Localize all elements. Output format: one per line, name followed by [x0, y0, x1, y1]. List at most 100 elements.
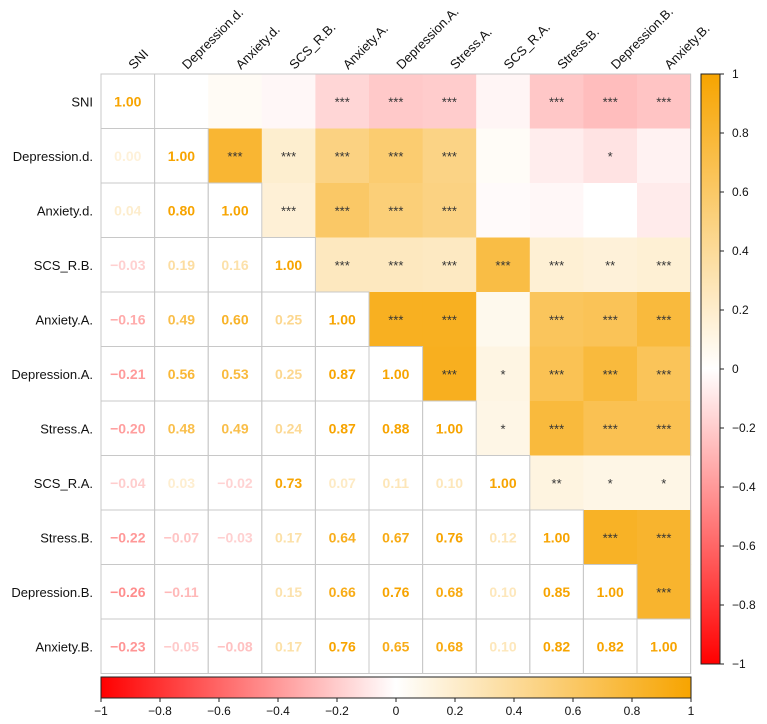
coefficient-label-0-0: 1.00 [114, 93, 141, 109]
heatmap-cell-8-10 [637, 510, 692, 565]
coefficient-cell-9-6 [422, 564, 477, 619]
heatmap-cell-0-7 [476, 74, 531, 129]
coefficient-cell-8-4 [315, 510, 369, 565]
heatmap-cell-1-5 [369, 128, 424, 184]
row-label-scs-r-a: SCS_R.A. [34, 476, 93, 491]
significance-stars-8-10: *** [656, 530, 671, 545]
significance-stars-3-8: *** [549, 258, 564, 273]
heatmap-cell-3-8 [529, 237, 584, 293]
colorbar-right-tick-label: −0.6 [732, 539, 756, 553]
heatmap-cell-1-8 [529, 128, 584, 184]
heatmap-cell-7-10 [637, 455, 692, 511]
colorbar-right-tick-label: 0.6 [732, 185, 749, 199]
heatmap-cell-4-7 [476, 292, 531, 347]
row-label-anxiety-a: Anxiety.A. [35, 312, 93, 327]
significance-stars-7-8: ** [552, 476, 562, 491]
coefficient-cell-5-0 [101, 346, 155, 401]
significance-stars-9-10: *** [656, 585, 671, 600]
column-labels: SNI Depression.d.Anxiety.d. SCS_R.B. Anxiet… [125, 4, 712, 72]
significance-stars-8-9: *** [603, 530, 618, 545]
colorbar-bottom-tick-label: 1 [688, 704, 695, 718]
colorbar-right-tick-label: 0 [732, 362, 739, 376]
heatmap-cell-1-9 [583, 128, 638, 184]
column-label-scs-r-a: SCS_R.A. [501, 20, 554, 73]
coefficient-cell-10-10 [637, 619, 691, 674]
coefficient-label-8-4: 0.64 [329, 529, 356, 545]
coefficient-cell-8-8 [529, 510, 584, 565]
coefficient-label-9-0: −0.26 [110, 584, 146, 600]
significance-stars-5-7: * [500, 367, 505, 382]
heatmap-cell-0-1 [154, 74, 209, 129]
coefficient-label-7-2: −0.02 [217, 475, 253, 491]
heatmap-cell-2-9 [583, 183, 638, 238]
column-label-anxiety-d: Anxiety.d. [233, 22, 283, 72]
coefficient-label-4-4: 1.00 [329, 311, 356, 327]
colorbar-right-tick-label: 0.4 [732, 244, 749, 258]
heatmap-cell-6-9 [583, 401, 638, 456]
heatmap-cell-8-9 [583, 510, 638, 565]
coefficient-cell-4-0 [101, 292, 155, 347]
coefficient-cell-8-6 [422, 510, 477, 565]
coefficient-cell-10-0 [101, 619, 155, 674]
heatmap-cell-4-8 [529, 292, 584, 347]
heatmap-border [100, 73, 692, 674]
heatmap-cell-9-10 [637, 564, 692, 620]
coefficient-cell-8-7 [476, 510, 530, 565]
heatmap-cell-4-6 [422, 292, 477, 347]
row-labels: SNI Depression.d. Anxiety.d. SCS_R.B. Anxiet… [11, 94, 93, 654]
colorbar-bottom-tick-label: 0 [393, 704, 400, 718]
coefficient-cell-10-9 [583, 619, 637, 674]
coefficient-label-10-9: 0.82 [597, 638, 624, 654]
coefficient-label-6-6: 1.00 [436, 420, 463, 436]
heatmap-cell-3-6 [422, 237, 477, 293]
coefficient-label-7-4: 0.07 [329, 475, 356, 491]
heatmap-cell-1-7 [476, 128, 531, 184]
coefficient-label-8-8: 1.00 [543, 529, 570, 545]
coefficient-cell-1-1 [154, 128, 209, 183]
significance-stars-4-6: *** [442, 312, 457, 327]
colorbar-right-tick-label: 1 [732, 67, 739, 81]
coefficient-cell-9-3 [261, 564, 316, 619]
row-label-sni: SNI [71, 94, 93, 109]
coefficient-label-5-3: 0.25 [275, 366, 302, 382]
coefficient-cell-9-7 [476, 564, 530, 619]
significance-stars-4-9: *** [603, 312, 618, 327]
coefficient-label-7-3: 0.73 [275, 475, 302, 491]
coefficient-cell-7-7 [476, 455, 530, 510]
heatmap-grid [100, 73, 692, 674]
coefficient-cell-9-1 [154, 564, 209, 619]
coefficient-label-9-3: 0.15 [275, 584, 302, 600]
coefficient-label-2-0: 0.04 [114, 202, 141, 218]
coefficient-cell-10-8 [529, 619, 584, 674]
heatmap-cells: 1.00 *** *** *** *** *** ***0.00 1.00 *** *** *** *… [101, 74, 692, 674]
coefficient-cell-4-2 [208, 292, 262, 347]
coefficient-cell-9-4 [315, 564, 369, 619]
colorbar-right-tick-label: 0.2 [732, 303, 749, 317]
coefficient-label-7-5: 0.11 [383, 475, 410, 491]
coefficient-label-10-6: 0.68 [436, 638, 463, 654]
coefficient-cell-4-4 [315, 292, 369, 347]
coefficient-cell-2-0 [101, 183, 155, 238]
significance-stars-6-9: *** [603, 421, 618, 436]
significance-stars-0-6: *** [442, 94, 457, 109]
coefficient-cell-7-5 [369, 455, 423, 510]
significance-stars-1-6: *** [442, 149, 457, 164]
coefficient-label-8-6: 0.76 [436, 529, 463, 545]
colorbar-bottom: −1 −0.8 −0.6 −0.4 −0.2 0 0.2 0.4 0.6 0.8 1 [94, 676, 695, 718]
coefficient-cell-9-5 [369, 564, 423, 619]
heatmap-cell-7-8 [529, 455, 584, 511]
coefficient-label-8-7: 0.12 [489, 529, 516, 545]
significance-stars-5-9: *** [603, 367, 618, 382]
heatmap-cell-0-6 [422, 74, 477, 129]
significance-stars-6-8: *** [549, 421, 564, 436]
coefficient-label-4-1: 0.49 [168, 311, 195, 327]
coefficient-cell-7-4 [315, 455, 369, 510]
coefficient-label-10-8: 0.82 [543, 638, 570, 654]
coefficient-cell-0-0 [101, 74, 155, 129]
coefficient-cell-2-1 [154, 183, 209, 238]
coefficient-label-3-0: −0.03 [110, 257, 146, 273]
coefficient-label-9-9: 1.00 [597, 584, 624, 600]
heatmap-cell-0-3 [261, 74, 316, 129]
significance-stars-4-8: *** [549, 312, 564, 327]
